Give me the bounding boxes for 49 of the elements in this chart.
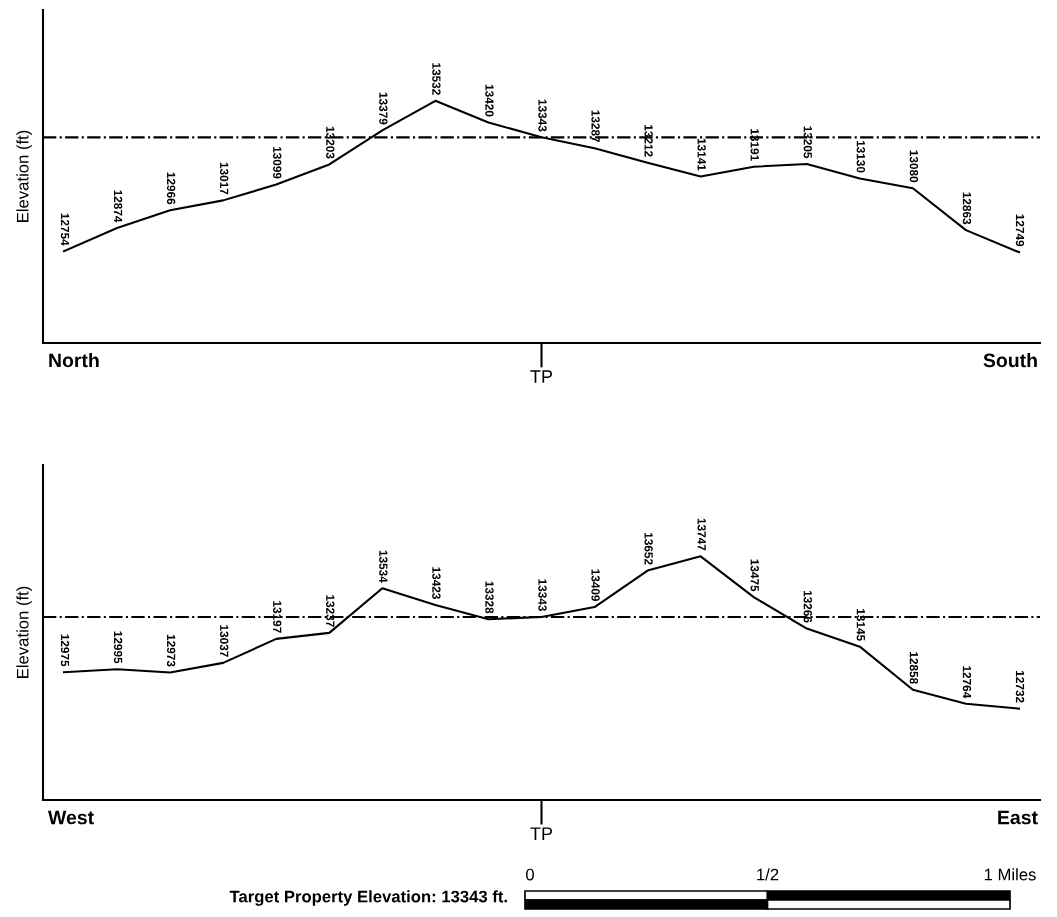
- text: South: [983, 352, 1037, 368]
- data-label: 13145: [856, 609, 866, 641]
- data-label: 13379: [379, 92, 388, 125]
- data-label: 13191: [750, 129, 759, 161]
- data-label: 13212: [644, 125, 653, 157]
- data-label: 12975: [60, 634, 70, 667]
- text: TP: [530, 827, 553, 840]
- data-label: 13532: [432, 63, 441, 95]
- data-label: 12863: [962, 192, 972, 225]
- data-label: 13287: [591, 110, 600, 143]
- data-label: 12973: [166, 634, 176, 667]
- data-label: 13652: [644, 532, 653, 565]
- data-label: 13343: [538, 99, 547, 132]
- text: 0: [526, 868, 534, 881]
- data-label: 12966: [166, 172, 176, 205]
- data-label: 12754: [60, 213, 70, 246]
- data-label: 13475: [750, 559, 759, 592]
- data-label: 12764: [962, 666, 972, 699]
- data-label: 13037: [219, 625, 229, 657]
- text: TP: [530, 370, 553, 383]
- data-label: 12874: [113, 190, 123, 223]
- data-label: 13343: [538, 579, 547, 611]
- data-label: 13203: [326, 126, 335, 159]
- y-axis-title: Elevation (ft): [16, 130, 32, 222]
- data-label: 13080: [909, 150, 919, 183]
- data-label: 13420: [485, 84, 494, 117]
- data-label: 13747: [697, 518, 706, 551]
- y-axis-title: Elevation (ft): [16, 586, 32, 678]
- data-label: 13423: [432, 567, 441, 599]
- data-label: 13409: [591, 569, 600, 602]
- data-label: 13266: [803, 590, 812, 623]
- data-label: 13328: [485, 581, 494, 614]
- data-label: 13099: [273, 146, 282, 179]
- data-label: 12995: [113, 631, 123, 664]
- text: West: [48, 810, 94, 825]
- data-label: 13017: [219, 162, 229, 195]
- text: East: [998, 810, 1038, 825]
- data-label: 12732: [1015, 671, 1025, 703]
- data-label: 13141: [697, 138, 706, 171]
- text: 1/2: [757, 868, 779, 881]
- text: North: [49, 352, 99, 368]
- data-label: 13534: [379, 550, 388, 583]
- data-label: 12749: [1015, 214, 1025, 247]
- text: Target Property Elevation: 13343 ft.: [229, 890, 507, 906]
- data-label: 12858: [909, 652, 919, 684]
- data-label: 13205: [803, 126, 812, 159]
- data-label: 13130: [856, 140, 866, 173]
- text: 1 Miles: [984, 868, 1036, 881]
- data-label: 13237: [326, 595, 335, 627]
